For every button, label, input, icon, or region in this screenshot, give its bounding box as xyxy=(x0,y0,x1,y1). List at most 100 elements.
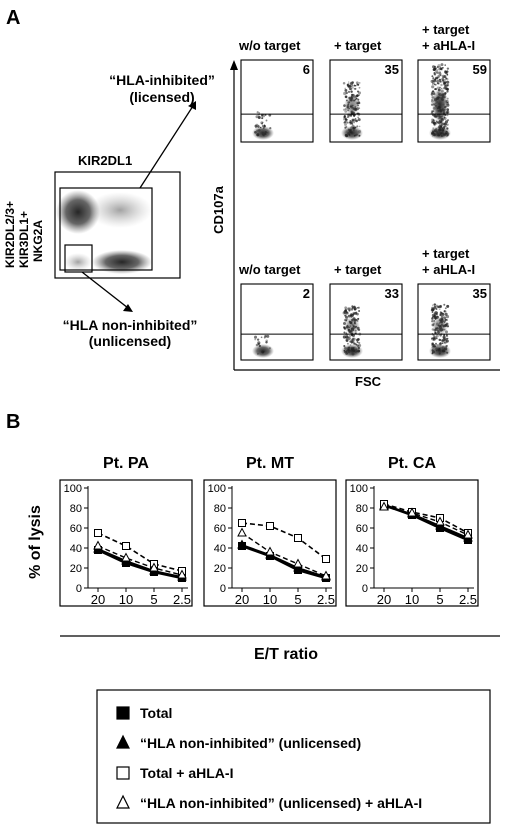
data-point xyxy=(293,558,303,568)
unlicensed-gate-label-1: “HLA non-inhibited” xyxy=(63,317,198,333)
data-point xyxy=(122,542,130,550)
series-line xyxy=(383,506,469,536)
data-point xyxy=(237,527,247,537)
data-point xyxy=(321,570,331,580)
flow-panel-value: 2 xyxy=(303,286,310,301)
data-point xyxy=(379,501,389,511)
x-tick-label: 2.5 xyxy=(317,592,335,607)
flow-panel-title: w/o target xyxy=(238,38,301,53)
flow-panel-value: 33 xyxy=(385,286,399,301)
data-point xyxy=(149,562,159,572)
x-tick-label: 20 xyxy=(377,592,391,607)
data-point xyxy=(237,539,247,549)
flow-panel: 59 xyxy=(417,59,491,143)
x-tick-label: 5 xyxy=(294,592,301,607)
x-tick-label: 20 xyxy=(91,592,105,607)
flow-panel-title: w/o target xyxy=(238,262,301,277)
unlicensed-gate xyxy=(64,244,93,273)
et-ratio-label: E/T ratio xyxy=(254,646,318,663)
legend-marker xyxy=(116,706,130,720)
data-point xyxy=(177,569,187,579)
x-tick-label: 10 xyxy=(405,592,419,607)
x-tick-label: 10 xyxy=(263,592,277,607)
data-point xyxy=(265,546,275,556)
licensed-gate xyxy=(59,187,153,271)
y-tick-label: 0 xyxy=(76,583,82,595)
y-tick-label: 20 xyxy=(356,563,368,575)
series-line xyxy=(97,548,183,580)
legend-label: Total xyxy=(140,705,172,721)
series-line xyxy=(241,522,327,560)
data-point xyxy=(266,522,274,530)
y-tick-label: 80 xyxy=(70,503,82,515)
y-tick-label: 80 xyxy=(214,503,226,515)
y-tick-label: 20 xyxy=(70,563,82,575)
gate-y-label-2: KIR3DL1+ xyxy=(17,211,31,268)
chart-title: Pt. MT xyxy=(246,455,294,472)
data-point xyxy=(435,516,445,526)
data-point xyxy=(94,529,102,537)
fsc-axis-label: FSC xyxy=(355,374,382,389)
x-tick-label: 20 xyxy=(235,592,249,607)
x-tick-label: 2.5 xyxy=(173,592,191,607)
legend-label: “HLA non-inhibited” (unlicensed) + aHLA-… xyxy=(140,795,422,811)
series-line xyxy=(383,505,469,539)
lysis-chart: Pt. MT 0 20 40 60 80 100 20 10 5 2.5 xyxy=(203,455,337,607)
data-point xyxy=(93,540,103,550)
series-line xyxy=(383,503,469,534)
licensed-gate-label-2: (licensed) xyxy=(129,89,194,105)
y-tick-label: 100 xyxy=(350,483,368,495)
flow-panel: 6 xyxy=(240,59,314,143)
series-line xyxy=(97,548,183,578)
panel-a-label: A xyxy=(6,7,20,29)
legend-label: “HLA non-inhibited” (unlicensed) xyxy=(140,735,361,751)
flow-panel-title: + target xyxy=(422,22,470,37)
flow-panel-value: 35 xyxy=(385,62,399,77)
data-point xyxy=(407,507,417,517)
y-tick-label: 0 xyxy=(362,583,368,595)
lysis-chart: Pt. PA 0 20 40 60 80 100 20 10 5 2.5 xyxy=(59,455,193,607)
legend-marker xyxy=(116,794,130,809)
licensed-gate-label-1: “HLA-inhibited” xyxy=(109,72,215,88)
data-point xyxy=(238,519,246,527)
y-tick-label: 80 xyxy=(356,503,368,515)
legend-label: Total + aHLA-I xyxy=(140,765,233,781)
y-tick-label: 0 xyxy=(220,583,226,595)
flow-panel-value: 35 xyxy=(473,286,487,301)
flow-panel-title: + target xyxy=(422,246,470,261)
cd107a-axis-label: CD107a xyxy=(211,185,226,233)
x-tick-label: 2.5 xyxy=(459,592,477,607)
flow-panel: 2 xyxy=(240,283,314,361)
y-tick-label: 20 xyxy=(214,563,226,575)
gate-y-label-3: NKG2A xyxy=(31,220,45,262)
flow-panel: 35 xyxy=(329,59,403,143)
flow-panel: 35 xyxy=(417,283,491,361)
y-tick-label: 60 xyxy=(70,523,82,535)
data-point xyxy=(463,529,473,539)
y-tick-label: 100 xyxy=(64,483,82,495)
y-tick-label: 60 xyxy=(356,523,368,535)
chart-title: Pt. CA xyxy=(388,455,436,472)
x-tick-label: 10 xyxy=(119,592,133,607)
y-tick-label: 40 xyxy=(70,543,82,555)
flow-panel-value: 6 xyxy=(303,62,310,77)
series-line xyxy=(241,544,327,580)
flow-panel-title: + aHLA-I xyxy=(422,262,475,277)
gate-y-label-1: KIR2DL2/3+ xyxy=(3,201,17,268)
x-tick-label: 5 xyxy=(150,592,157,607)
series-line xyxy=(241,532,327,577)
series-line xyxy=(241,544,327,578)
data-point xyxy=(294,534,302,542)
y-axis-label: % of lysis xyxy=(27,505,44,579)
legend-marker xyxy=(116,734,130,749)
data-point xyxy=(121,552,131,562)
y-tick-label: 40 xyxy=(214,543,226,555)
flow-panel-title: + target xyxy=(334,262,382,277)
legend: Total “HLA non-inhibited” (unlicensed) Tot… xyxy=(96,689,491,824)
legend-marker xyxy=(116,766,130,780)
legend-box xyxy=(96,689,491,824)
flow-panel-value: 59 xyxy=(473,62,487,77)
x-tick-label: 5 xyxy=(436,592,443,607)
